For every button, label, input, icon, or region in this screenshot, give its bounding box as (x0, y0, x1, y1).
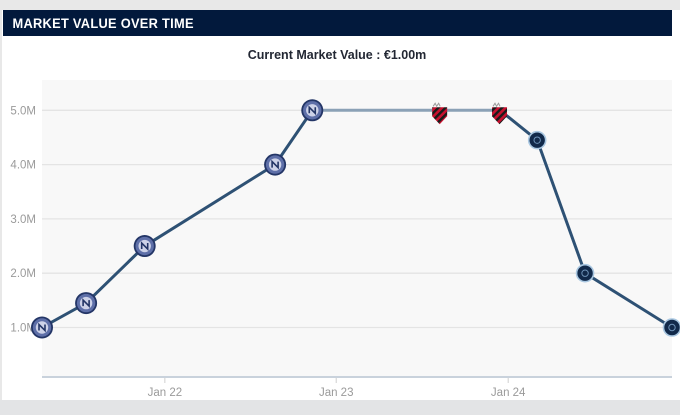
market-value-line-segment (583, 271, 674, 329)
section-header: MARKET VALUE OVER TIME (3, 10, 672, 36)
x-axis-tick-label: Jan 23 (319, 387, 354, 399)
market-value-data-point[interactable] (75, 292, 98, 315)
page-left-margin (0, 0, 2, 400)
club-crest-detail (492, 102, 501, 108)
club-crest-detail (533, 136, 541, 144)
club-crest-monogram (271, 159, 279, 170)
y-axis-tick-label: 1.0M (10, 323, 36, 335)
market-value-line-segment (84, 244, 147, 305)
club-crest-shield (492, 107, 508, 125)
club-crest-detail (432, 102, 441, 108)
section-title: MARKET VALUE OVER TIME (12, 15, 194, 31)
club-crest-detail (668, 323, 676, 332)
x-axis-tick-label: Jan 22 (148, 387, 183, 399)
y-axis-tick-label: 5.0M (10, 105, 36, 117)
club-crest-monogram (308, 105, 317, 116)
y-axis-tick-label: 2.0M (10, 268, 36, 280)
y-axis-tick-label: 4.0M (10, 160, 36, 172)
club-crest-monogram (82, 298, 90, 308)
market-value-data-point[interactable] (662, 318, 680, 337)
club-crest-shield (432, 107, 448, 125)
market-value-data-point[interactable] (31, 316, 53, 339)
market-value-data-point[interactable] (575, 263, 595, 283)
club-crest-detail (581, 269, 589, 277)
market-value-data-point[interactable] (527, 130, 547, 150)
page-bottom-margin (0, 400, 680, 415)
x-axis-tick-label: Jan 24 (491, 387, 526, 399)
club-crest-monogram (38, 322, 46, 333)
market-value-data-point[interactable] (264, 153, 287, 176)
market-value-data-point[interactable] (301, 99, 324, 122)
page-top-margin (0, 0, 680, 10)
plot-area (42, 80, 672, 377)
market-value-data-point[interactable] (133, 235, 156, 258)
y-axis-tick-label: 3.0M (10, 214, 36, 226)
market-value-data-point[interactable] (432, 102, 448, 125)
market-value-data-point[interactable] (492, 102, 508, 125)
market-value-line-segment (535, 138, 587, 275)
current-market-value-label: Current Market Value : €1.00m (247, 48, 427, 62)
market-value-line-segment (143, 163, 277, 248)
club-crest-monogram (140, 241, 149, 251)
